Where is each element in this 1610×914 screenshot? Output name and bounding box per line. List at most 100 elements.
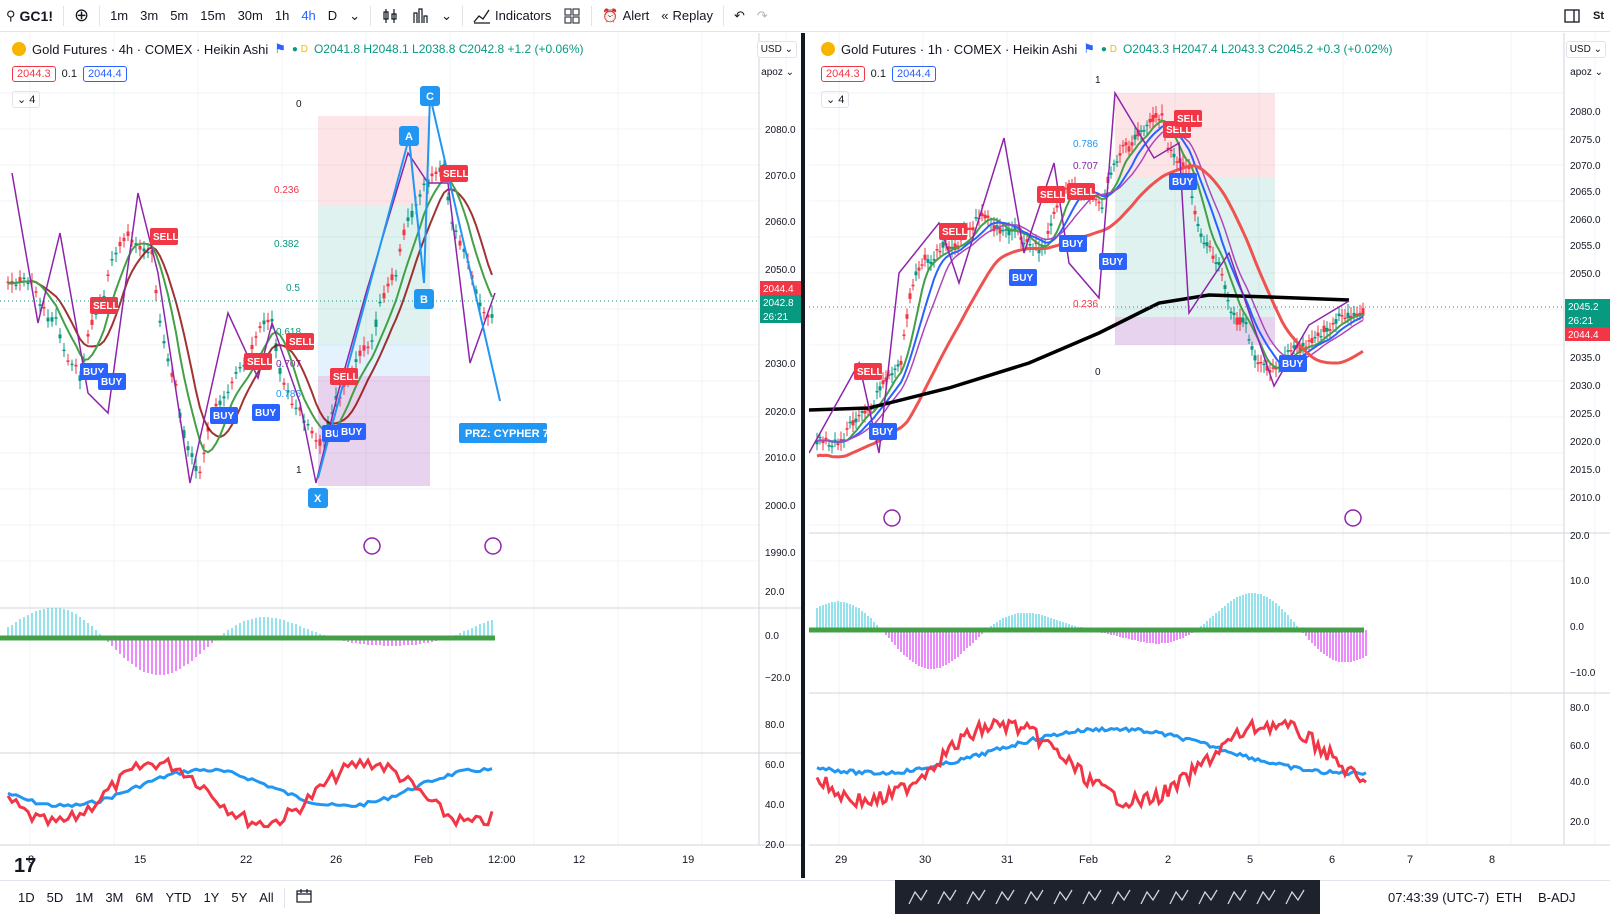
- bid-price[interactable]: 2044.3: [821, 66, 865, 82]
- price-tick: 2010.0: [1570, 493, 1601, 504]
- chart-type-dropdown-icon[interactable]: ⌄: [441, 7, 452, 23]
- candle-body: [881, 380, 885, 385]
- signal-box: [1279, 355, 1307, 372]
- range-5d[interactable]: 5D: [46, 890, 64, 905]
- bid-ask-row: 2044.3 0.1 2044.4: [821, 66, 936, 82]
- moving-average-line: [7, 177, 493, 454]
- interval-3m[interactable]: 3m: [140, 8, 159, 23]
- fib-level-label: 1: [1095, 75, 1101, 86]
- drawing-tool-icon: [937, 889, 957, 905]
- drawing-tool-icon: [1140, 889, 1160, 905]
- signal-box: [1174, 110, 1202, 127]
- candle-body: [1097, 201, 1101, 204]
- range-5y[interactable]: 5Y: [231, 890, 248, 905]
- calendar-range-icon[interactable]: [289, 887, 319, 908]
- interval-4h[interactable]: 4h: [301, 8, 316, 23]
- range-6m[interactable]: 6M: [135, 890, 154, 905]
- redo-icon[interactable]: ↷: [756, 7, 768, 23]
- candle-body: [1259, 361, 1263, 364]
- candle-body: [234, 371, 238, 374]
- candle-body: [902, 334, 906, 337]
- rsi-tick: 60.0: [1570, 741, 1590, 752]
- candle-body: [1223, 285, 1227, 289]
- ask-price[interactable]: 2044.4: [891, 66, 936, 82]
- candle-body: [1241, 317, 1245, 323]
- price-tick: 2015.0: [1570, 465, 1601, 476]
- price-chart-1h[interactable]: 2080.02075.02070.02065.02060.02055.02050…: [809, 33, 1610, 878]
- candle-body: [821, 441, 825, 444]
- price-tick: 2080.0: [1570, 107, 1601, 118]
- apoz-selector[interactable]: apoz ⌄: [761, 67, 794, 78]
- layouts-icon[interactable]: [557, 0, 587, 32]
- osc-tick: 0.0: [1570, 622, 1584, 633]
- candle-body: [1001, 229, 1005, 232]
- candle-body: [908, 293, 912, 299]
- interval-d[interactable]: D: [327, 8, 338, 23]
- candle-body: [1196, 223, 1200, 227]
- panel-toggle-icon[interactable]: [1557, 0, 1587, 32]
- candle-body: [1319, 335, 1323, 338]
- candle-body: [394, 274, 398, 277]
- gold-icon: [821, 42, 835, 56]
- range-1d[interactable]: 1D: [18, 890, 35, 905]
- candle-body: [1253, 355, 1257, 361]
- interval-15m[interactable]: 15m: [200, 8, 226, 23]
- range-1m[interactable]: 1M: [75, 890, 94, 905]
- candle-body: [482, 311, 486, 314]
- chart-pane-1h[interactable]: 2080.0 2075.0 2070.0 2065.0 2060.0 2055.0 2050…: [809, 33, 1610, 878]
- currency-selector[interactable]: USD ⌄: [756, 41, 797, 58]
- interval-30m[interactable]: 30m: [237, 8, 263, 23]
- range-ytd[interactable]: YTD: [165, 890, 192, 905]
- bid-price[interactable]: 2044.3: [12, 66, 56, 82]
- osc-tick: −20.0: [765, 673, 791, 684]
- alert-button[interactable]: ⏰ Alert: [596, 0, 655, 32]
- range-1y[interactable]: 1Y: [203, 890, 220, 905]
- symbol-search[interactable]: ⚲ GC1!: [0, 0, 59, 32]
- candle-body: [1346, 312, 1350, 319]
- candle-body: [1322, 325, 1326, 333]
- compare-icon[interactable]: [405, 0, 435, 32]
- interval-dropdown-icon[interactable]: ⌄: [349, 7, 361, 23]
- price-chart-4h[interactable]: 2080.0 2070.0 2060.0 2050.0 2030.0 2020.0 2010…: [0, 33, 805, 878]
- currency-selector[interactable]: USD ⌄: [1565, 41, 1606, 58]
- apoz-selector[interactable]: apoz ⌄: [1570, 67, 1603, 78]
- candle-body: [1028, 244, 1032, 246]
- undo-icon[interactable]: ↶: [734, 7, 745, 23]
- candle-body: [146, 251, 150, 254]
- chart-type-candles-icon[interactable]: [375, 0, 405, 32]
- indicators-collapse-button[interactable]: ⌄ 4: [821, 91, 850, 108]
- candle-body: [386, 283, 390, 287]
- indicators-collapse-button[interactable]: ⌄ 4: [12, 91, 41, 108]
- session-toggle[interactable]: ETH: [1496, 889, 1522, 905]
- ask-price[interactable]: 2044.4: [82, 66, 127, 82]
- separator: [283, 887, 285, 908]
- range-3m[interactable]: 3M: [105, 890, 124, 905]
- interval-5m[interactable]: 5m: [170, 8, 189, 23]
- candle-body: [70, 363, 74, 366]
- candle-body: [170, 372, 174, 377]
- range-all[interactable]: All: [259, 890, 274, 905]
- replay-button[interactable]: « Replay: [655, 0, 719, 32]
- price-tick: 2035.0: [1570, 353, 1601, 364]
- adjustment-toggle[interactable]: B-ADJ: [1538, 889, 1576, 905]
- event-icon: [363, 537, 381, 555]
- candle-body: [1262, 363, 1266, 366]
- interval-1h[interactable]: 1h: [274, 8, 290, 23]
- candle-body: [278, 368, 282, 374]
- add-symbol-button[interactable]: ⊕: [73, 5, 90, 25]
- candle-body: [1226, 299, 1230, 302]
- indicators-button[interactable]: Indicators: [467, 0, 557, 32]
- top-toolbar: ⚲ GC1! ⊕ 1m 3m 5m 15m 30m 1h 4h D ⌄ ⌄ In…: [0, 0, 1610, 32]
- chart-pane-4h[interactable]: 2080.0 2070.0 2060.0 2050.0 2030.0 2020.0 2010…: [0, 33, 805, 878]
- interval-1m[interactable]: 1m: [110, 8, 129, 23]
- buy-signal: BUY: [1062, 239, 1083, 250]
- flag-icon: ⚑: [1083, 41, 1095, 56]
- candle-body: [286, 391, 290, 393]
- candle-body: [398, 248, 402, 252]
- fib-level-label: 0.236: [274, 185, 299, 196]
- candle-body: [893, 368, 897, 371]
- candle-body: [1109, 172, 1113, 175]
- bid-ask-row: 2044.3 0.1 2044.4: [12, 66, 127, 82]
- pattern-point-marker: [420, 86, 440, 106]
- drawing-tools-icons[interactable]: [895, 880, 1320, 914]
